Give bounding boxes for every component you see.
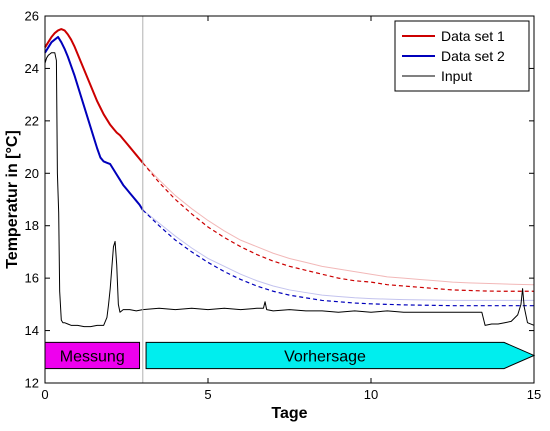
legend-label: Data set 2 bbox=[441, 48, 505, 64]
y-tick-label: 14 bbox=[25, 323, 39, 338]
forecast-band-line bbox=[142, 209, 534, 301]
legend: Data set 1 Data set 2 Input bbox=[394, 20, 530, 92]
y-tick-label: 26 bbox=[25, 9, 39, 24]
y-axis-label: Temperatur in [°C] bbox=[4, 130, 21, 269]
x-axis-label: Tage bbox=[271, 405, 307, 422]
x-tick-label: 5 bbox=[204, 387, 211, 402]
x-tick-label: 15 bbox=[527, 387, 541, 402]
y-tick-label: 24 bbox=[25, 61, 39, 76]
legend-label: Input bbox=[441, 68, 472, 84]
x-tick-label: 10 bbox=[364, 387, 378, 402]
series-lines bbox=[44, 28, 535, 328]
phase-vorhersage-arrow bbox=[145, 341, 536, 370]
axis-ticks: 0 5 10 15 12 14 16 18 20 22 24 26 bbox=[25, 9, 542, 403]
series-line-measured bbox=[44, 28, 144, 164]
forecast-bands bbox=[142, 162, 535, 301]
series-line-forecast bbox=[142, 162, 534, 292]
plot-border bbox=[44, 15, 535, 384]
series-line-input bbox=[44, 52, 535, 328]
series-line-measured bbox=[44, 35, 144, 211]
phase-markers: Messung Vorhersage bbox=[44, 341, 536, 370]
phase-label: Messung bbox=[60, 348, 125, 365]
y-tick-label: 20 bbox=[25, 166, 39, 181]
series-line-forecast bbox=[142, 209, 534, 307]
y-tick-label: 22 bbox=[25, 113, 39, 128]
legend-label: Data set 1 bbox=[441, 28, 505, 44]
y-tick-label: 18 bbox=[25, 218, 39, 233]
phase-label: Vorhersage bbox=[284, 348, 366, 365]
y-tick-label: 16 bbox=[25, 271, 39, 286]
forecast-band-line bbox=[142, 162, 535, 286]
x-tick-label: 0 bbox=[41, 387, 48, 402]
y-tick-label: 12 bbox=[25, 376, 39, 391]
